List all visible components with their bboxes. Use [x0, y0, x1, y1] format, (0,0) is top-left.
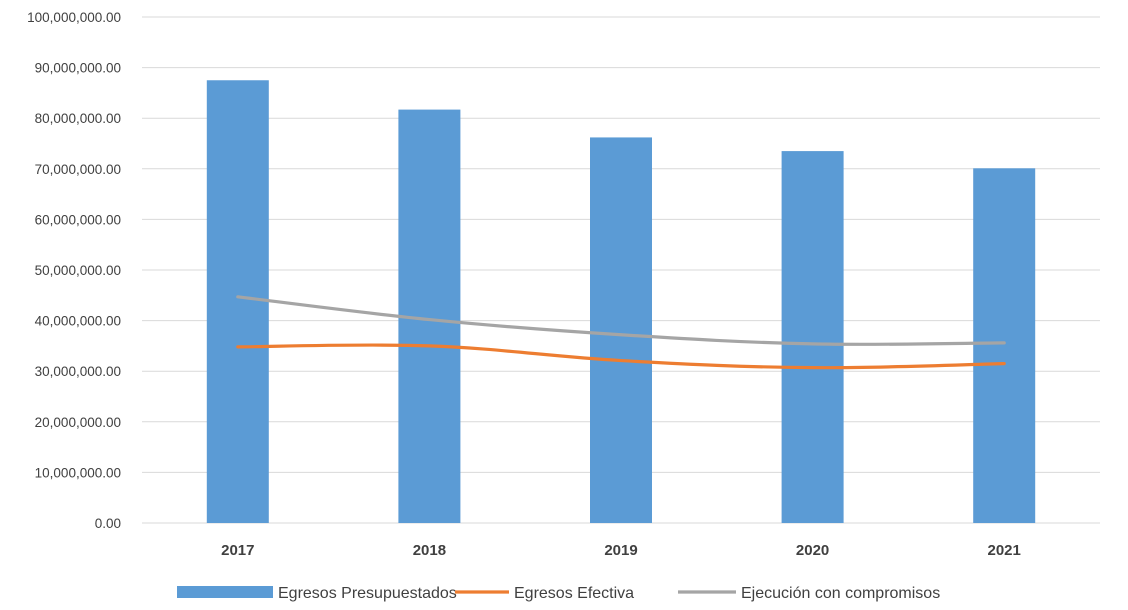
y-tick-label: 10,000,000.00	[35, 465, 121, 480]
y-tick-label: 60,000,000.00	[35, 212, 121, 227]
legend: Egresos Presupuestados Egresos Efectiva Ej…	[177, 585, 940, 602]
legend-label: Egresos Efectiva	[514, 585, 634, 602]
y-tick-label: 0.00	[95, 516, 121, 531]
bar-2017	[206, 80, 269, 523]
x-axis-ticks: 2017 2018 2019 2020 2021	[221, 542, 1021, 559]
x-tick-label: 2017	[221, 542, 254, 559]
y-tick-label: 30,000,000.00	[35, 364, 121, 379]
x-tick-label: 2018	[413, 542, 446, 559]
legend-label: Ejecución con compromisos	[741, 585, 940, 602]
y-tick-label: 100,000,000.00	[27, 10, 121, 25]
y-tick-label: 50,000,000.00	[35, 263, 121, 278]
bar-2021	[973, 168, 1036, 523]
y-tick-label: 80,000,000.00	[35, 111, 121, 126]
bar-2020	[781, 151, 844, 523]
legend-swatch-bar	[177, 586, 273, 598]
x-tick-label: 2021	[988, 542, 1021, 559]
line-series	[236, 295, 1006, 370]
line-series-2	[236, 295, 1006, 346]
x-tick-label: 2020	[796, 542, 829, 559]
line-series-1	[236, 343, 1006, 370]
y-tick-label: 70,000,000.00	[35, 162, 121, 177]
y-tick-label: 20,000,000.00	[35, 415, 121, 430]
bar-2019	[590, 137, 652, 524]
x-tick-label: 2019	[604, 542, 637, 559]
bar-series	[206, 80, 1036, 524]
y-tick-label: 90,000,000.00	[35, 61, 121, 76]
legend-label: Egresos Presupuestados	[278, 585, 457, 602]
y-axis-ticks: 0.00 10,000,000.00 20,000,000.00 30,000,000…	[27, 10, 121, 531]
y-tick-label: 40,000,000.00	[35, 314, 121, 329]
